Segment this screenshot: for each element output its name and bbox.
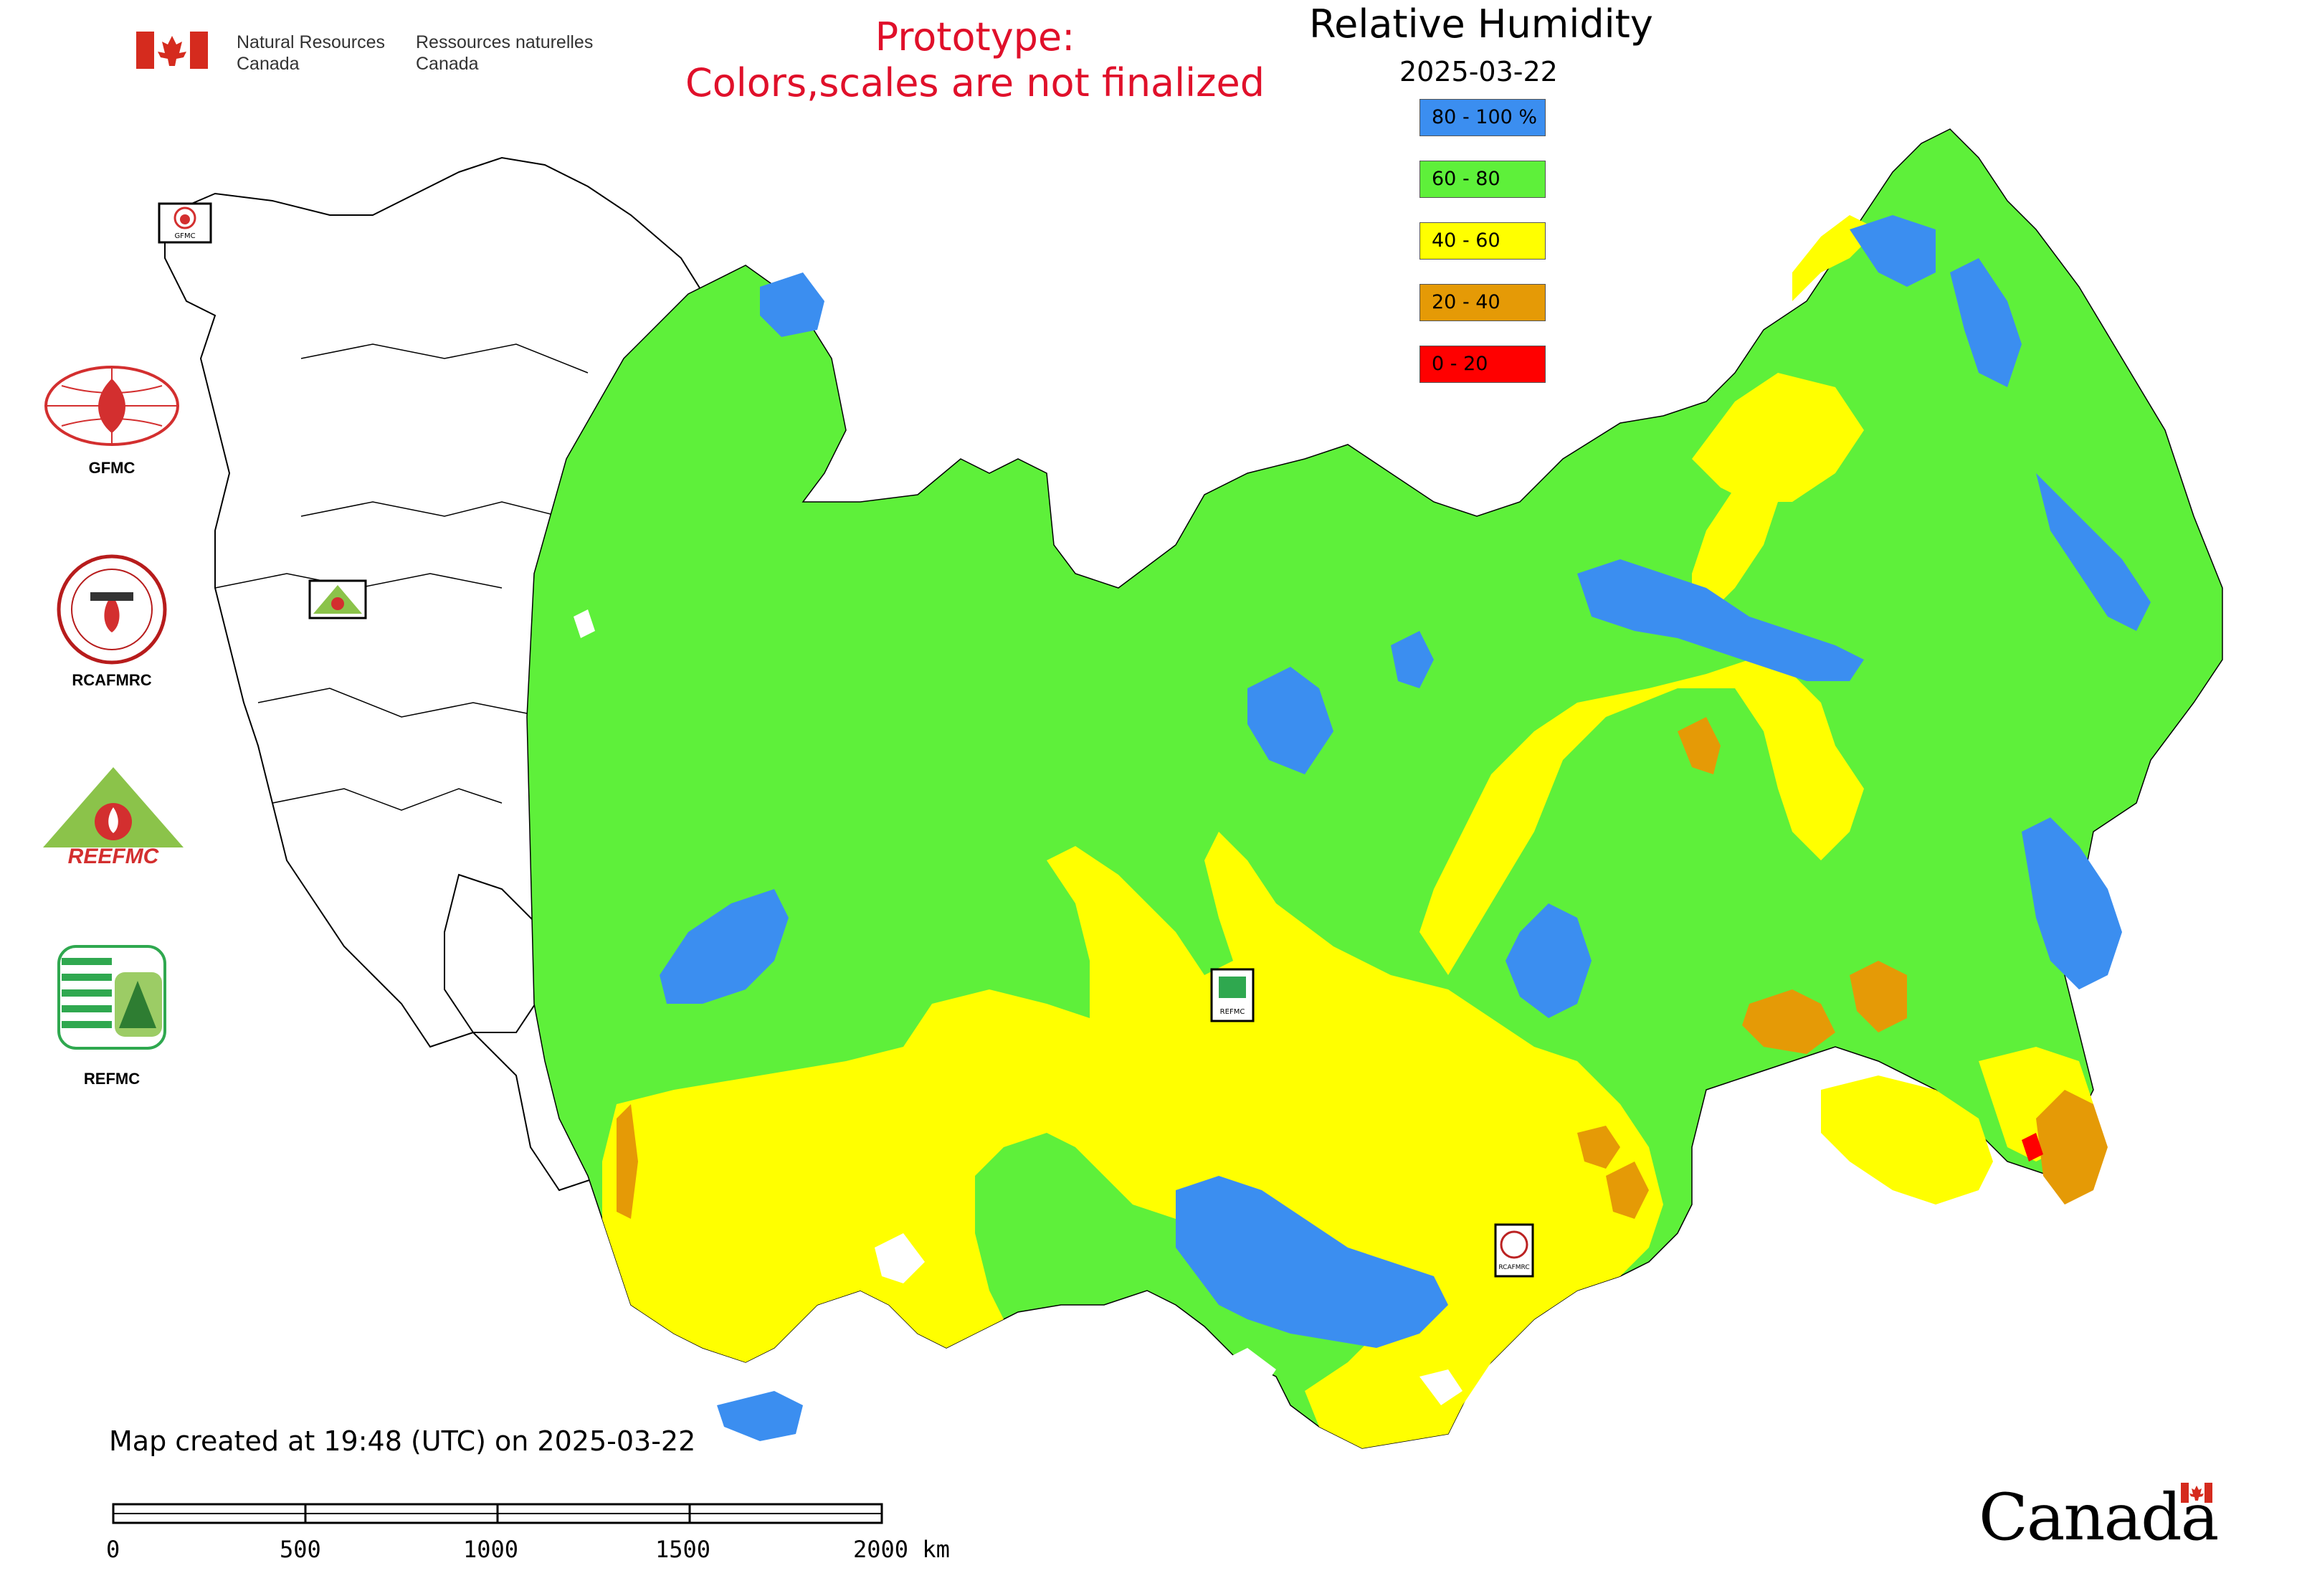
legend-item-60-80: 60 - 80 [1419,161,1546,198]
gfmc-logo-icon [44,366,179,446]
prototype-notice: Prototype: Colors,scales are not finaliz… [685,14,1265,105]
legend-item-40-60: 40 - 60 [1419,222,1546,260]
logo-gfmc: GFMC [40,364,184,479]
rcafmrc-logo-icon [57,554,167,665]
scale-tick-500: 500 [280,1536,321,1563]
map-title: Relative Humidity [1309,1,1653,47]
legend-item-80-100: 80 - 100 % [1419,99,1546,136]
wordmark-flag-icon [2181,1483,2212,1503]
humidity-20-40 [617,717,2108,1219]
canada-wordmark-text: Canada [1979,1480,2219,1555]
map-marker-reefmc[interactable] [308,579,367,619]
reefmc-logo-icon [43,767,184,847]
canada-wordmark: Canada [1979,1480,2237,1566]
gfmc-label: GFMC [88,459,135,477]
humidity-0-20 [2022,1133,2043,1162]
legend-item-20-40: 20 - 40 [1419,284,1546,321]
agency-name-fr: Ressources naturelles Canada [416,32,594,74]
scale-tick-1000: 1000 [463,1536,519,1563]
scale-bar: 0 500 1000 1500 2000 km [106,1503,968,1589]
legend-item-0-20: 0 - 20 [1419,346,1546,383]
refmc-logo-icon [57,945,166,1050]
logo-rcafmrc: RCAFMRC [40,552,184,695]
logo-refmc: REFMC [40,944,184,1094]
scale-bar-graphic [112,1503,883,1524]
reefmc-logo-text: REEFMC [67,845,159,868]
scale-tick-1500: 1500 [655,1536,711,1563]
mini-refmc-label: REFMC [1220,1008,1245,1016]
map-created-timestamp: Map created at 19:48 (UTC) on 2025-03-22 [109,1425,696,1457]
canada-flag-icon [136,32,208,69]
mini-gfmc-label: GFMC [174,232,195,240]
no-data-patches [574,609,1462,1405]
agency-name-en: Natural Resources Canada [237,32,386,74]
map-marker-rcafmrc[interactable]: RCAFMRC [1494,1223,1534,1278]
mini-rcafmrc-label: RCAFMRC [1498,1264,1529,1271]
logo-reefmc: REEFMC [37,764,189,872]
nrcan-signature: Natural Resources Canada Ressources natu… [136,32,609,75]
map-date: 2025-03-22 [1399,56,1558,87]
humidity-80-100 [660,215,2151,1441]
map-marker-gfmc[interactable]: GFMC [158,202,212,244]
scale-tick-0: 0 [106,1536,120,1563]
map-marker-refmc[interactable]: REFMC [1210,968,1255,1022]
rcafmrc-label: RCAFMRC [72,671,152,689]
scale-tick-2000: 2000 km [853,1536,950,1563]
refmc-label: REFMC [83,1070,141,1088]
